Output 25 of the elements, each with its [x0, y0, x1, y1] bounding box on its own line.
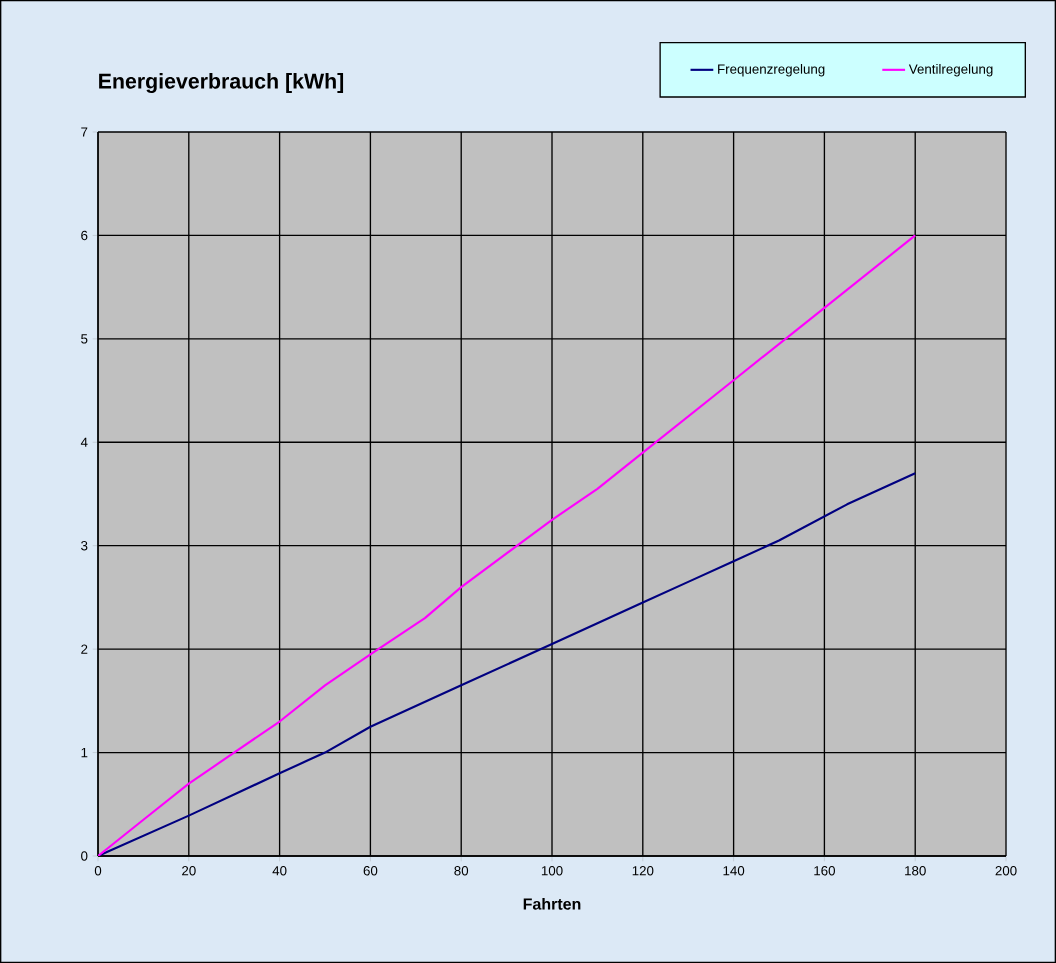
legend-label: Ventilregelung — [908, 64, 993, 77]
y-tick-label: 5 — [81, 334, 88, 344]
y-tick-label: 6 — [81, 230, 88, 241]
x-tick-label: 140 — [723, 866, 745, 876]
x-tick-label: 180 — [905, 866, 926, 876]
line-series — [98, 472, 917, 856]
x-tick-label: 160 — [814, 866, 836, 876]
y-tick-label: 0 — [81, 851, 88, 861]
x-tick-label: 0 — [94, 866, 102, 876]
y-tick-label: 3 — [81, 540, 88, 551]
legend-label: Frequenzregelung — [718, 64, 825, 77]
y-tick-label: 1 — [81, 747, 88, 758]
y-tick-label: 2 — [81, 644, 88, 654]
line-series — [98, 234, 917, 856]
y-tick-label: 7 — [81, 127, 88, 137]
x-tick-label: 20 — [182, 866, 196, 876]
chart-title: Energieverbrauch [kWh] — [99, 73, 344, 93]
x-tick-label: 40 — [272, 866, 287, 876]
x-tick-label: 60 — [363, 866, 378, 876]
y-tick-label: 4 — [80, 437, 88, 447]
x-axis-title: Fahrten — [523, 897, 581, 910]
x-tick-label: 80 — [454, 866, 469, 876]
x-tick-label: 100 — [541, 866, 563, 876]
x-tick-label: 120 — [632, 866, 654, 876]
x-tick-label: 200 — [995, 866, 1017, 876]
